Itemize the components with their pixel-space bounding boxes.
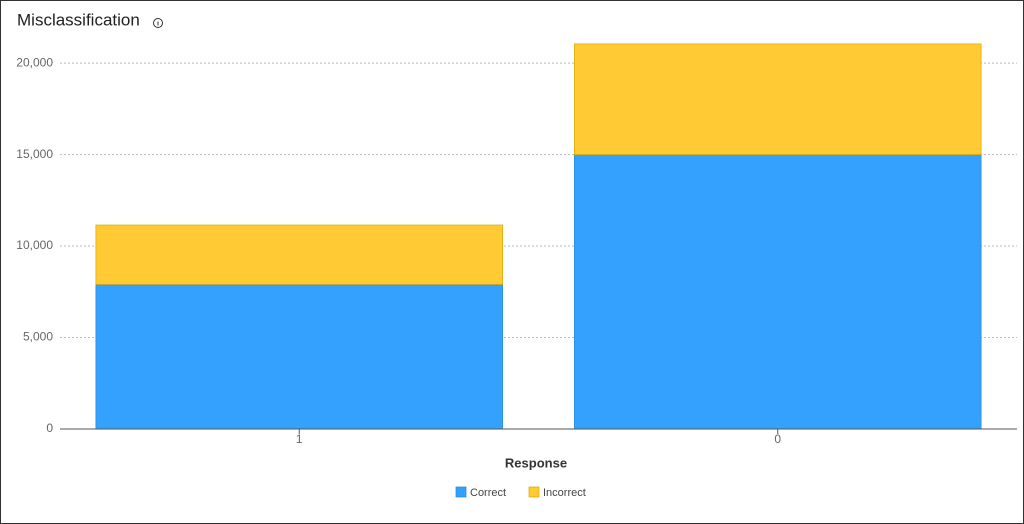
legend-item[interactable]: Incorrect <box>528 486 586 499</box>
bar-segment <box>574 154 982 430</box>
x-axis-title: Response <box>505 455 567 470</box>
info-icon[interactable] <box>153 18 163 28</box>
legend-label: Correct <box>470 487 506 499</box>
x-tick-label: 0 <box>774 432 781 446</box>
legend-label: Incorrect <box>543 487 586 499</box>
legend-item[interactable]: Correct <box>455 486 506 499</box>
y-tick-label: 5,000 <box>23 330 53 344</box>
bar-segment <box>574 43 982 155</box>
y-tick-label: 15,000 <box>16 147 53 161</box>
legend-swatch <box>455 486 467 498</box>
bar-segment <box>95 224 503 285</box>
y-tick-label: 0 <box>46 421 53 435</box>
y-tick-label: 10,000 <box>16 238 53 252</box>
chart-title: Misclassification <box>17 10 140 29</box>
y-tick-label: 20,000 <box>16 55 53 69</box>
bar-segment <box>95 284 503 430</box>
x-tick-label: 1 <box>296 432 303 446</box>
legend-swatch <box>528 486 540 498</box>
